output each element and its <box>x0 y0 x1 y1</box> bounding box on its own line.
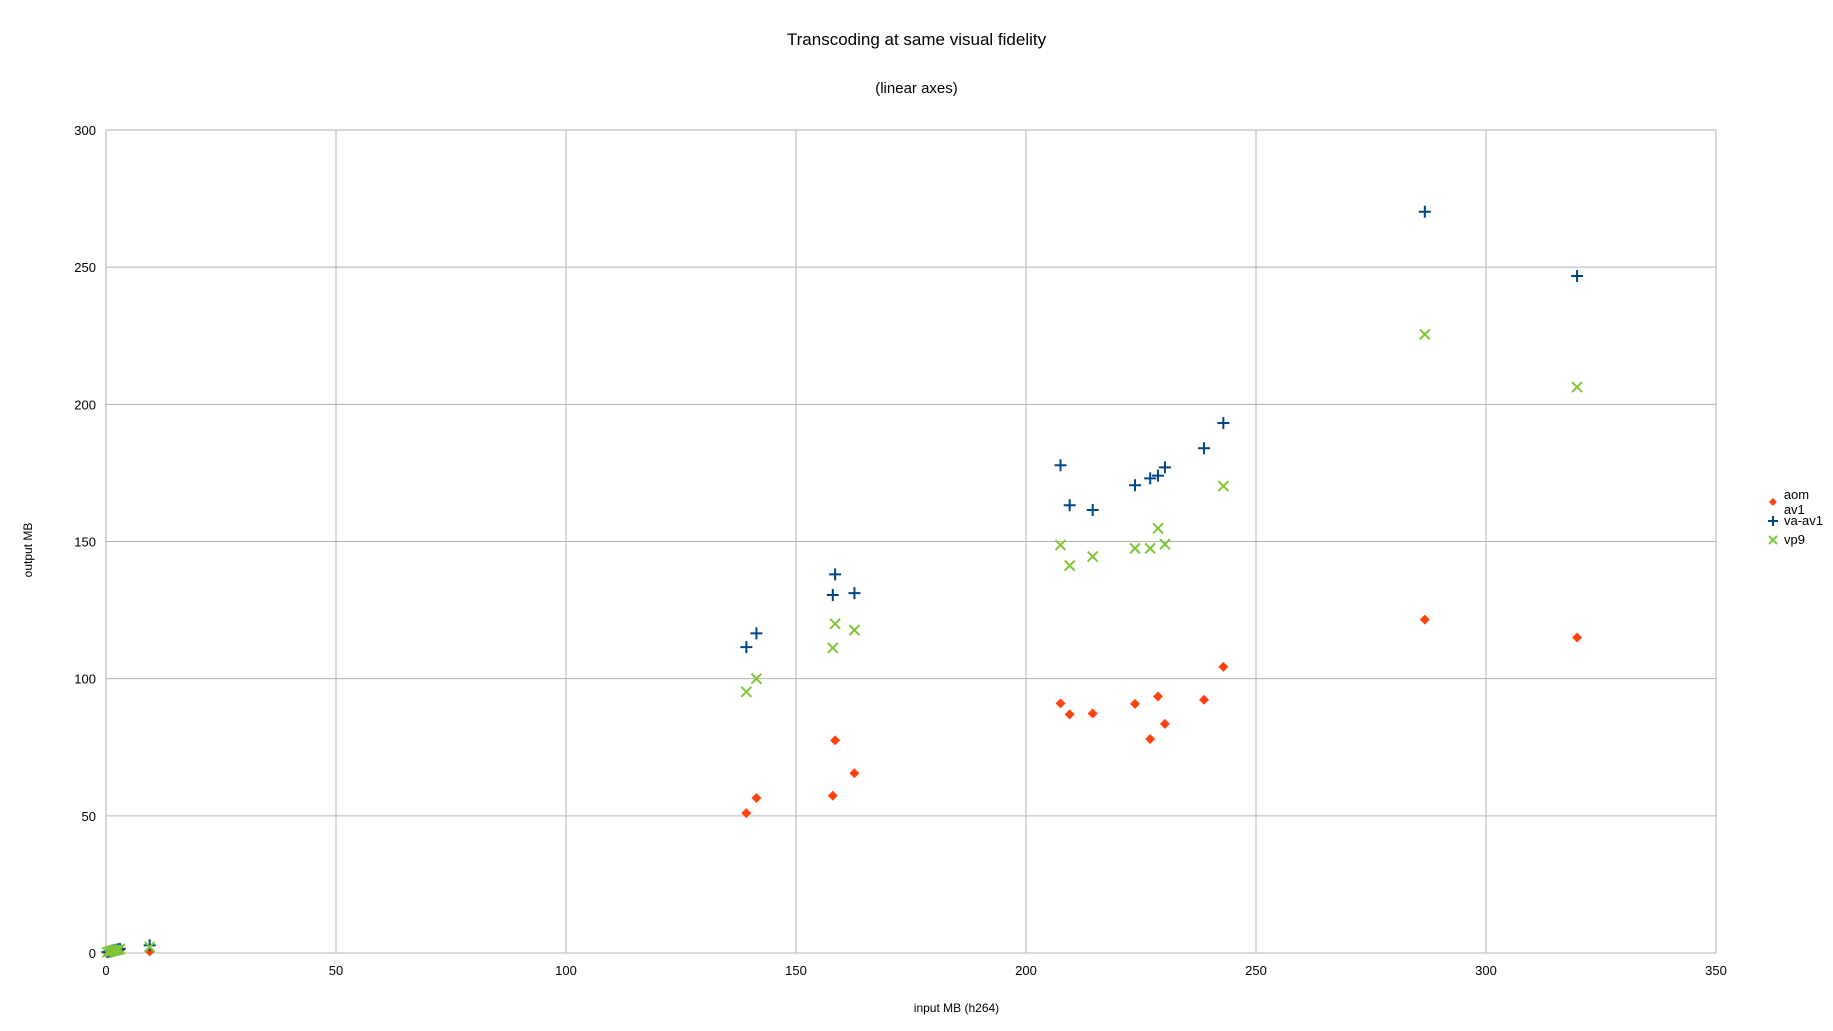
data-point-vp9 <box>1086 550 1099 563</box>
x-tick-label: 200 <box>1015 963 1037 978</box>
y-tick-label: 200 <box>74 397 96 412</box>
data-point-vp9 <box>1571 381 1583 393</box>
data-point-va-av1 <box>829 568 842 581</box>
data-point-vp9 <box>1217 480 1230 492</box>
data-point-va-av1 <box>750 627 763 640</box>
data-point-vp9 <box>848 624 861 636</box>
data-point-aom-av1 <box>849 768 860 779</box>
legend: aom av1 va-av1 vp9 <box>1766 487 1833 549</box>
data-point-aom-av1 <box>1419 614 1430 625</box>
plus-marker-icon <box>1768 515 1778 526</box>
x-marker-icon <box>1768 534 1778 545</box>
y-tick-label: 300 <box>74 123 96 138</box>
x-tick-label: 0 <box>102 963 109 978</box>
data-point-vp9 <box>1419 328 1431 341</box>
legend-label: va-av1 <box>1784 513 1824 528</box>
data-point-aom-av1 <box>1159 718 1170 729</box>
data-point-va-av1 <box>143 939 156 952</box>
data-point-va-av1 <box>740 641 753 654</box>
data-point-aom-av1 <box>1572 632 1583 643</box>
data-point-vp9 <box>750 672 763 685</box>
data-point-va-av1 <box>848 587 861 600</box>
data-point-aom-av1 <box>741 808 752 819</box>
y-tick-label: 250 <box>74 260 96 275</box>
data-point-vp9 <box>1063 559 1076 572</box>
data-point-vp9 <box>1159 538 1171 550</box>
chart-title: Transcoding at same visual fidelity <box>786 30 1047 49</box>
data-point-va-av1 <box>1418 205 1431 218</box>
data-point-vp9 <box>827 642 839 654</box>
data-point-aom-av1 <box>1130 698 1141 709</box>
y-tick-label: 0 <box>89 946 96 961</box>
data-point-vp9 <box>1152 522 1164 535</box>
data-point-aom-av1 <box>1087 708 1098 719</box>
data-point-vp9 <box>114 943 126 955</box>
data-point-vp9 <box>1129 542 1141 555</box>
data-point-aom-av1 <box>827 790 838 801</box>
x-tick-label: 350 <box>1705 963 1727 978</box>
y-tick-label: 100 <box>74 672 96 687</box>
x-tick-label: 50 <box>329 963 343 978</box>
legend-label: vp9 <box>1784 532 1805 547</box>
x-tick-label: 300 <box>1475 963 1497 978</box>
y-tick-label: 150 <box>74 535 96 550</box>
data-point-aom-av1 <box>1055 698 1066 709</box>
data-point-va-av1 <box>1086 503 1099 516</box>
data-point-vp9 <box>829 618 841 630</box>
data-point-vp9 <box>740 686 753 698</box>
data-point-vp9 <box>1054 539 1067 551</box>
legend-item-va-av1: va-av1 <box>1766 511 1833 530</box>
x-axis-label: input MB (h264) <box>913 1001 1000 1015</box>
x-tick-label: 250 <box>1245 963 1267 978</box>
data-point-va-av1 <box>1217 416 1230 429</box>
data-point-aom-av1 <box>1153 691 1164 702</box>
data-point-vp9 <box>111 944 124 956</box>
data-point-va-av1 <box>1063 499 1076 512</box>
x-tick-label: 150 <box>785 963 807 978</box>
chart-subtitle: (linear axes) <box>875 80 958 97</box>
data-point-va-av1 <box>1129 479 1142 492</box>
data-point-va-av1 <box>1198 442 1211 455</box>
x-tick-label: 100 <box>555 963 577 978</box>
data-point-aom-av1 <box>1199 694 1210 705</box>
legend-label: aom av1 <box>1783 486 1810 517</box>
data-point-aom-av1 <box>1064 709 1075 720</box>
data-point-vp9 <box>1144 542 1156 555</box>
data-point-va-av1 <box>1152 469 1165 482</box>
data-point-va-av1 <box>1571 269 1584 282</box>
data-point-vp9 <box>143 941 156 953</box>
data-point-va-av1 <box>826 588 839 601</box>
diamond-marker-icon <box>1768 497 1777 506</box>
y-tick-label: 50 <box>82 809 96 824</box>
legend-item-aom-av1: aom av1 <box>1766 487 1833 517</box>
data-point-va-av1 <box>1144 472 1157 485</box>
data-point-aom-av1 <box>830 735 841 746</box>
data-point-aom-av1 <box>1218 661 1229 672</box>
data-point-va-av1 <box>1054 459 1067 472</box>
data-point-aom-av1 <box>751 793 762 804</box>
legend-item-vp9: vp9 <box>1766 530 1833 549</box>
data-point-aom-av1 <box>1145 734 1156 745</box>
data-point-va-av1 <box>1158 461 1171 474</box>
